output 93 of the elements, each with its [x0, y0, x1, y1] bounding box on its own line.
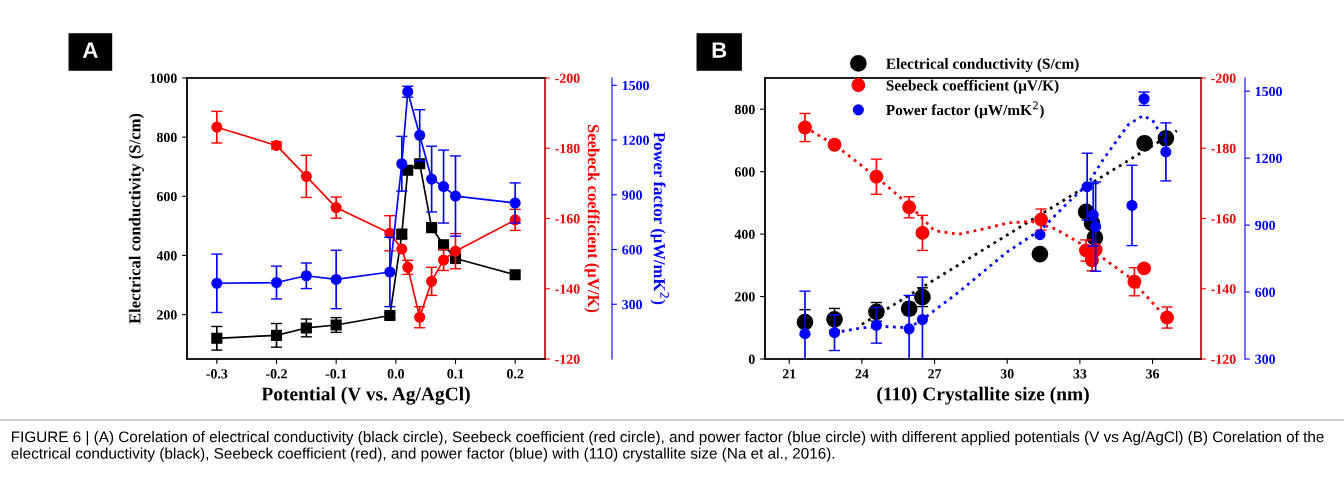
y3-axis-title: Power factor (μW/mK$^{2}$): [650, 132, 669, 305]
point: [1031, 245, 1049, 263]
legend-label: Seebeck coefficient (μV/K): [886, 79, 1059, 94]
point: [1034, 229, 1046, 241]
x-tick-label: 21: [782, 369, 796, 379]
x-tick-label: 33: [1073, 369, 1087, 379]
point: [1137, 261, 1152, 276]
x-tick-label: 0.1: [447, 369, 464, 379]
y3-tick-label: 300: [622, 299, 643, 310]
y2-tick-label: -180: [555, 143, 580, 154]
point: [1034, 212, 1049, 227]
point: [1160, 146, 1172, 158]
point: [1087, 209, 1099, 221]
point: [211, 277, 223, 289]
point: [300, 270, 312, 282]
x-tick-label: 0.2: [507, 369, 524, 379]
y-tick-label: 400: [156, 251, 177, 261]
y-tick-label: 1000: [150, 73, 177, 83]
point: [916, 313, 929, 326]
y-tick-label: 400: [734, 229, 755, 240]
point: [1136, 134, 1153, 152]
point: [384, 266, 396, 278]
point: [438, 239, 450, 251]
x-axis-title: (110) Crystallite size (nm): [877, 386, 1089, 405]
point: [270, 276, 283, 289]
y3-tick-label: 1200: [622, 135, 649, 145]
point: [426, 275, 438, 287]
y2-tick-label: -200: [1211, 73, 1236, 83]
point: [438, 254, 450, 266]
y2-tick-label: -200: [555, 73, 580, 83]
y2-tick-label: -120: [1211, 354, 1236, 364]
y-tick-label: 200: [157, 310, 177, 320]
y3-tick-label: 600: [1255, 287, 1276, 297]
y3-tick-label: 1500: [622, 80, 649, 91]
y-tick-label: 600: [734, 167, 755, 177]
x-axis-title: Potential (V vs. Ag/AgCl): [261, 386, 470, 405]
y2-tick-label: -140: [1211, 284, 1236, 294]
x-tick-label: -0.2: [266, 369, 287, 379]
point: [1160, 310, 1175, 325]
x-tick-label: -0.1: [325, 369, 347, 379]
y3-tick-label: 1500: [1255, 86, 1282, 97]
point: [799, 327, 811, 340]
y3-tick-label: 900: [1255, 220, 1276, 231]
y-tick-label: 800: [734, 104, 755, 115]
point: [330, 273, 342, 286]
y3-tick-label: 900: [622, 190, 643, 200]
point: [828, 327, 841, 339]
x-tick-label: 36: [1146, 369, 1160, 379]
y3-tick-label: 600: [622, 245, 643, 255]
point: [300, 322, 312, 334]
x-tick-label: 24: [855, 369, 869, 379]
point: [211, 121, 223, 133]
point: [270, 329, 283, 341]
point: [211, 332, 223, 344]
point: [798, 120, 812, 135]
y-tick-label: 200: [735, 292, 755, 302]
y2-tick-label: -160: [1211, 214, 1236, 224]
legend-label: Electrical conductivity (S/cm): [886, 58, 1079, 73]
point: [509, 197, 521, 209]
chart-title: A: [82, 42, 98, 58]
y-tick-label: 600: [156, 191, 177, 202]
x-tick-label: 0.0: [387, 369, 404, 379]
point: [509, 269, 521, 281]
point: [426, 173, 438, 185]
point: [449, 190, 462, 202]
y-tick-label: 800: [156, 132, 177, 143]
y3-tick-label: 300: [1255, 354, 1276, 364]
y2-tick-label: -120: [555, 354, 580, 364]
y2-tick-label: -160: [555, 214, 580, 224]
y3-tick-label: 1200: [1255, 153, 1282, 164]
point: [414, 129, 426, 141]
y2-tick-label: -180: [1211, 143, 1236, 154]
point: [1126, 199, 1138, 211]
caption: FIGURE 6 | (A) Corelation of electrical conductivity (black circle), Seebeck coefficient (red circle), and power factor (blue circle) with different applied potentials (V vs Ag/AgCl) (B) Corelation of the electrical conductivity (black), Seebeck coefficient (red), and power factor (blue) with (110) crystallite size (Na et al., 2016).: [11, 431, 1324, 462]
point: [396, 243, 408, 255]
y-tick-label: 0: [748, 354, 755, 364]
legend-label: Power factor (μW/mK$^{2}$): [886, 101, 1044, 119]
point: [915, 225, 930, 240]
point: [1081, 181, 1093, 193]
point: [426, 222, 438, 234]
x-tick-label: 30: [1000, 369, 1014, 379]
point: [414, 311, 426, 323]
y2-axis-title: Seebeck coefficient (μV/K): [584, 124, 600, 313]
y2-tick-label: -140: [555, 284, 580, 294]
x-tick-label: -0.3: [206, 369, 228, 379]
point: [300, 170, 312, 182]
point: [449, 245, 462, 257]
x-tick-label: 27: [928, 369, 942, 379]
point: [438, 181, 450, 193]
y-axis-title: Electrical conductivity (S/cm): [128, 113, 144, 324]
point: [396, 158, 408, 170]
point: [330, 202, 342, 214]
chart-title: B: [712, 42, 727, 58]
